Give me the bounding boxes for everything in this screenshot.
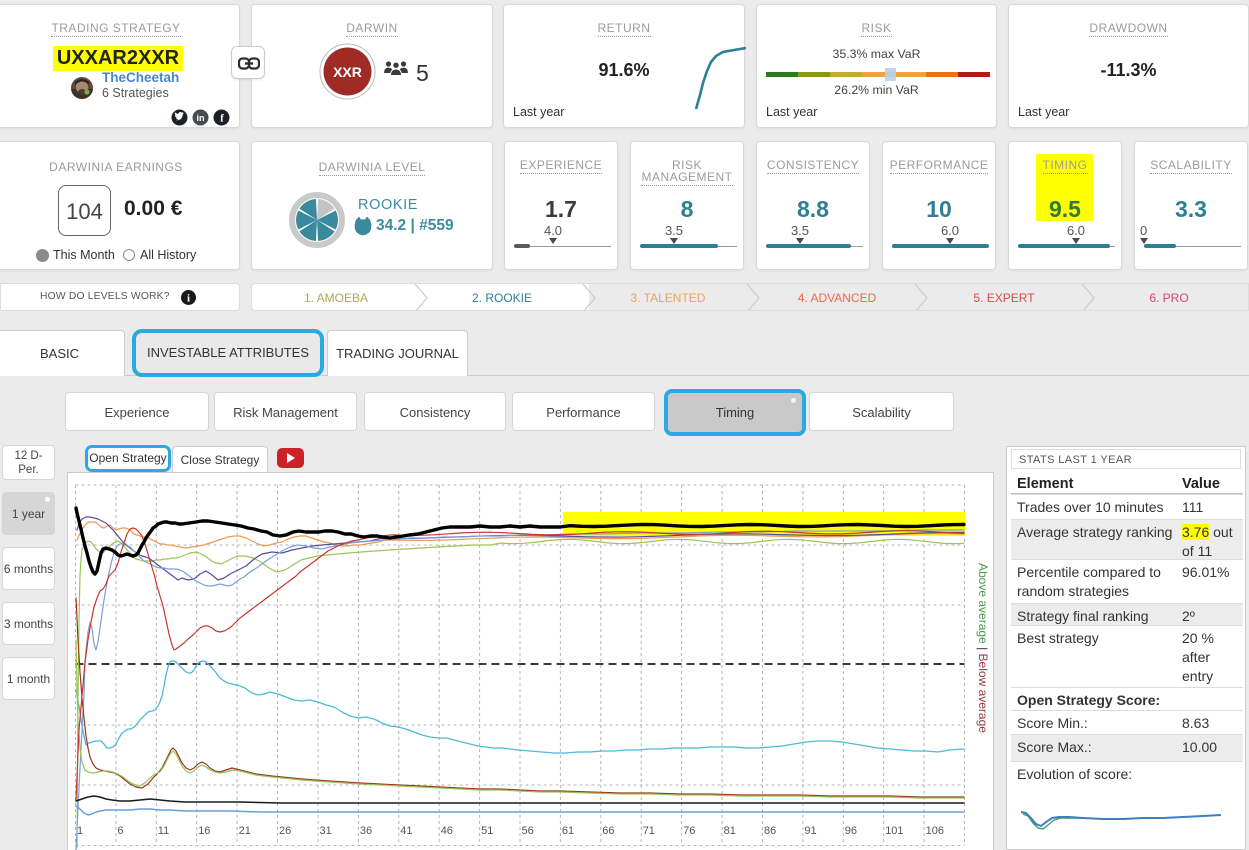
svg-text:26: 26	[279, 825, 291, 837]
svg-text:51: 51	[481, 825, 493, 837]
svg-text:i: i	[187, 293, 190, 305]
svg-text:11: 11	[158, 825, 169, 837]
svg-text:6: 6	[117, 825, 123, 837]
svg-text:f: f	[220, 113, 224, 125]
svg-text:86: 86	[764, 825, 776, 837]
svg-text:66: 66	[602, 825, 614, 837]
svg-text:81: 81	[724, 825, 736, 837]
svg-text:56: 56	[522, 825, 534, 837]
svg-text:16: 16	[198, 825, 210, 837]
svg-text:106: 106	[926, 825, 944, 837]
svg-text:96: 96	[845, 825, 857, 837]
svg-text:1: 1	[77, 825, 83, 837]
svg-text:XXR: XXR	[333, 64, 362, 80]
svg-text:71: 71	[643, 825, 655, 837]
svg-text:76: 76	[683, 825, 695, 837]
svg-text:21: 21	[239, 825, 251, 837]
svg-text:46: 46	[441, 825, 453, 837]
svg-text:91: 91	[804, 825, 816, 837]
svg-text:31: 31	[320, 825, 332, 837]
svg-text:41: 41	[400, 825, 412, 837]
svg-text:101: 101	[885, 825, 903, 837]
svg-text:in: in	[197, 113, 205, 123]
svg-text:36: 36	[360, 825, 372, 837]
svg-text:61: 61	[562, 825, 574, 837]
